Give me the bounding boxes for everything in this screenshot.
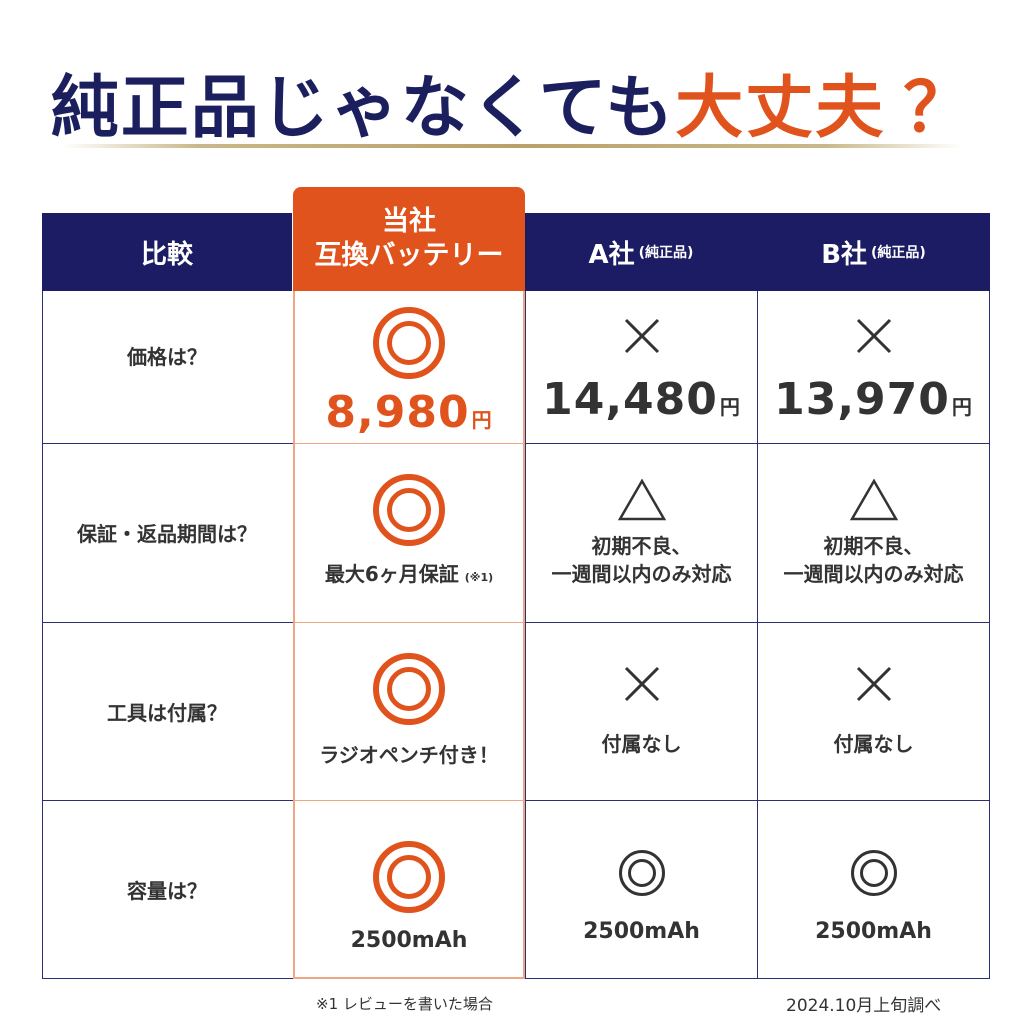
- grid-line: [757, 291, 758, 979]
- comparison-table: 比較 当社 互換バッテリー A社 (純正品) B社 (純正品) 価格は？ 8,980…: [42, 187, 990, 979]
- tools-b-cell: 付属なし: [758, 622, 989, 800]
- header-a: A社 (純正品): [525, 213, 757, 291]
- tools-b-text: 付属なし: [833, 732, 914, 756]
- capacity-b-text: 2500mAh: [815, 919, 932, 944]
- headline-part2: じゃなくても: [260, 68, 676, 148]
- header-ours-line2: 互換バッテリー: [314, 240, 504, 271]
- grid-line: [989, 291, 990, 979]
- warranty-b-cell: 初期不良、 一週間以内のみ対応: [758, 443, 989, 622]
- grid-line: [525, 291, 526, 979]
- price-a-value: 14,480: [542, 373, 718, 425]
- capacity-ours-text: 2500mAh: [350, 928, 468, 953]
- triangle-icon: [617, 478, 666, 520]
- tools-ours-text: ラジオペンチ付き！: [319, 743, 499, 767]
- cross-icon: [856, 318, 891, 353]
- tools-a-text: 付属なし: [601, 732, 682, 756]
- row-label-tools: 工具は付属？: [42, 622, 292, 800]
- row-label-price: 価格は？: [42, 267, 292, 443]
- cross-icon: [856, 666, 891, 702]
- price-ours: 8,980 円: [325, 387, 492, 438]
- row-label-capacity: 容量は？: [42, 800, 292, 978]
- capacity-a-cell: 2500mAh: [526, 800, 757, 978]
- highlight-border: [293, 291, 295, 979]
- warranty-a-cell: 初期不良、 一週間以内のみ対応: [526, 443, 757, 622]
- price-ours-cell: 8,980 円: [295, 291, 523, 443]
- double-circle-icon: [373, 473, 445, 546]
- price-a: 14,480 円: [542, 374, 741, 425]
- highlight-border: [293, 977, 525, 979]
- price-b-cell: 13,970 円: [758, 291, 989, 443]
- price-b: 13,970 円: [774, 374, 973, 425]
- price-a-cell: 14,480 円: [526, 291, 757, 443]
- row-label-text: 価格は？: [127, 344, 207, 369]
- row-label-text: 容量は？: [127, 878, 207, 903]
- warranty-a: 初期不良、 一週間以内のみ対応: [552, 532, 732, 588]
- double-circle-icon: [373, 306, 445, 379]
- grid-line: [42, 291, 43, 979]
- warranty-b-line2: 一週間以内のみ対応: [783, 561, 964, 586]
- header-b-sub: (純正品): [871, 245, 926, 261]
- row-label-text: 保証・返品期間は？: [77, 522, 257, 546]
- row-label-warranty: 保証・返品期間は？: [42, 443, 292, 622]
- highlight-border: [293, 800, 525, 801]
- header-a-sub: (純正品): [638, 245, 694, 261]
- highlight-border: [293, 443, 525, 444]
- price-ours-unit: 円: [471, 407, 493, 432]
- header-b-name: B社: [821, 239, 868, 270]
- cross-icon: [624, 318, 659, 353]
- warranty-a-line1: 初期不良、: [591, 533, 692, 558]
- warranty-ours: 最大6ヶ月保証 (※1): [325, 560, 493, 592]
- headline-part3: 大丈夫: [675, 68, 886, 148]
- tools-ours-cell: ラジオペンチ付き！: [295, 622, 523, 800]
- survey-date: 2024.10月上旬調べ: [786, 996, 942, 1016]
- double-circle-icon: [373, 653, 445, 725]
- header-b: B社 (純正品): [757, 213, 990, 291]
- header-a-name: A社: [588, 239, 635, 270]
- header-compare-label: 比較: [140, 239, 193, 270]
- headline-divider: [62, 144, 962, 148]
- warranty-b: 初期不良、 一週間以内のみ対応: [784, 532, 964, 588]
- warranty-b-line1: 初期不良、: [823, 533, 924, 558]
- header-compare: 比較: [42, 213, 292, 291]
- warranty-ours-text: 最大6ヶ月保証: [324, 561, 459, 586]
- headline-part1: 純正品: [50, 68, 261, 148]
- price-ours-value: 8,980: [325, 386, 470, 438]
- warranty-a-line2: 一週間以内のみ対応: [551, 561, 732, 586]
- price-b-value: 13,970: [774, 373, 950, 425]
- row-label-text: 工具は付属？: [107, 700, 227, 725]
- tools-a-cell: 付属なし: [526, 622, 757, 800]
- warranty-ours-cell: 最大6ヶ月保証 (※1): [295, 443, 523, 622]
- warranty-ours-note: (※1): [464, 570, 494, 584]
- price-a-unit: 円: [719, 394, 741, 419]
- price-b-unit: 円: [951, 394, 973, 419]
- highlight-border: [523, 291, 525, 979]
- footnote-review: ※1 レビューを書いた場合: [316, 995, 493, 1013]
- headline: 純正品じゃなくても大丈夫？: [0, 52, 1024, 151]
- highlight-border: [293, 622, 525, 623]
- header-ours: 当社 互換バッテリー: [293, 187, 525, 291]
- capacity-ours-cell: 2500mAh: [295, 800, 523, 978]
- cross-icon: [624, 666, 659, 702]
- double-circle-icon: [850, 850, 897, 896]
- double-circle-icon: [373, 841, 445, 913]
- double-circle-icon: [618, 850, 665, 896]
- capacity-a-text: 2500mAh: [583, 919, 700, 944]
- headline-question: ？: [903, 68, 974, 148]
- capacity-b-cell: 2500mAh: [758, 800, 989, 978]
- triangle-icon: [849, 478, 898, 520]
- header-ours-line1: 当社: [382, 206, 436, 237]
